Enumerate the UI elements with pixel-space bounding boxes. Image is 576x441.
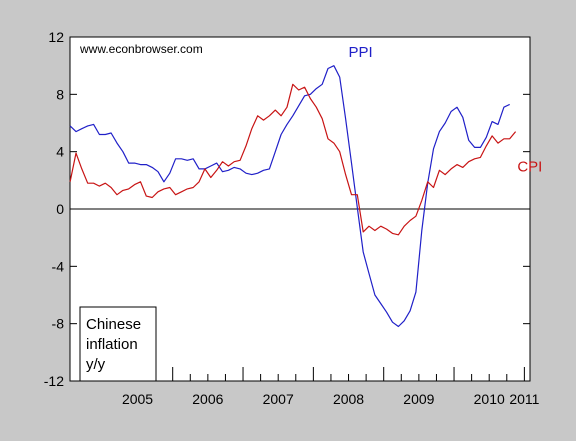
y-axis: -12 -8 -4 0 4 8 12 (44, 29, 530, 389)
y-tick-label: -4 (52, 258, 65, 274)
x-tick-label: 2009 (403, 391, 434, 407)
y-tick-label: 8 (56, 86, 64, 102)
y-tick-label: -12 (44, 373, 64, 389)
annotation-line-2: inflation (86, 336, 138, 353)
annotation-line-1: Chinese (86, 316, 141, 333)
series-line-cpi (69, 83, 517, 236)
x-axis: 2005 2006 2007 2008 2009 2010 2011 (84, 367, 540, 407)
y-tick-label: 12 (48, 29, 64, 45)
series-line-ppi (69, 65, 510, 328)
x-tick-label: 2011 (509, 391, 539, 407)
x-tick-label: 2005 (122, 391, 153, 407)
x-tick-label: 2010 (474, 391, 505, 407)
x-tick-label: 2007 (263, 391, 294, 407)
x-tick-label: 2006 (192, 391, 223, 407)
watermark-text: www.econbrowser.com (79, 42, 203, 56)
series-lines (69, 65, 517, 328)
series-label-cpi: CPI (517, 159, 542, 176)
x-tick-label: 2008 (333, 391, 364, 407)
annotation-line-3: y/y (86, 356, 106, 373)
y-tick-label: 0 (56, 201, 64, 217)
y-tick-label: 4 (56, 144, 64, 160)
annotation-box: Chinese inflation y/y (79, 306, 157, 382)
series-label-ppi: PPI (349, 44, 373, 61)
y-tick-label: -8 (52, 316, 65, 332)
